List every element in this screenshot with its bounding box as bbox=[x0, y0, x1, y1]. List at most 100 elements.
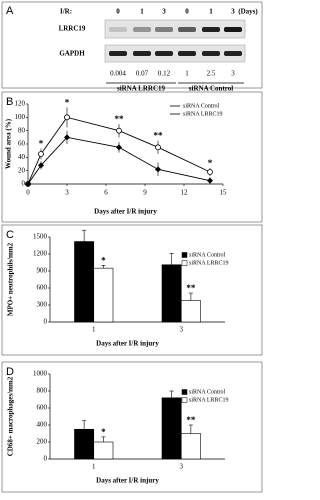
y-tick-label: 80 bbox=[18, 126, 26, 134]
y-tick-label: 0 bbox=[44, 318, 48, 326]
point bbox=[207, 169, 213, 175]
ratio: 0.12 bbox=[158, 70, 171, 78]
lane-label: 3 bbox=[231, 8, 235, 16]
x-tick-label: 1 bbox=[92, 326, 96, 334]
legend-label: siRNA LRRC19 bbox=[189, 397, 229, 403]
lane-label: 1 bbox=[140, 8, 144, 16]
x-tick-label: 3 bbox=[180, 326, 184, 334]
ratio: 0.07 bbox=[136, 70, 149, 78]
x-tick-label: 9 bbox=[143, 189, 147, 197]
y-tick-label: 0 bbox=[22, 180, 26, 188]
lane-label: 0 bbox=[116, 8, 120, 16]
x-axis-label: Days after I/R injury bbox=[94, 208, 157, 216]
blot-strip bbox=[104, 44, 246, 63]
annotation: * bbox=[101, 427, 106, 437]
line bbox=[27, 136, 211, 185]
bar bbox=[180, 300, 201, 323]
bar bbox=[74, 241, 95, 323]
bar bbox=[74, 428, 95, 460]
y-tick-label: 100 bbox=[15, 113, 26, 121]
panel-label: C bbox=[6, 229, 14, 241]
panel-frame bbox=[1, 224, 263, 356]
bar bbox=[161, 397, 182, 460]
point bbox=[64, 114, 70, 121]
y-tick-label: 1200 bbox=[33, 250, 48, 258]
ratio: 2.5 bbox=[207, 70, 216, 78]
unit: (Days) bbox=[238, 8, 258, 16]
point bbox=[116, 127, 122, 134]
y-tick-label: 60 bbox=[18, 140, 26, 148]
legend-swatch bbox=[181, 389, 188, 395]
panel-label: A bbox=[6, 5, 14, 17]
x-tick-label: 1 bbox=[92, 463, 96, 471]
y-tick-label: 120 bbox=[15, 100, 26, 108]
point bbox=[38, 151, 44, 157]
blot-strip bbox=[104, 19, 246, 39]
x-tick-label: 12 bbox=[181, 189, 189, 197]
panel-frame bbox=[1, 361, 263, 493]
band bbox=[155, 27, 173, 32]
annotation: ** bbox=[186, 283, 196, 293]
legend-swatch bbox=[181, 397, 188, 403]
line bbox=[27, 116, 211, 185]
x-axis-label: Days after I/R injury bbox=[96, 340, 159, 348]
band bbox=[133, 27, 151, 32]
y-tick-label: 200 bbox=[37, 438, 48, 446]
band bbox=[224, 51, 242, 56]
lane-label: 0 bbox=[185, 8, 189, 16]
y-tick-label: 40 bbox=[18, 153, 26, 161]
figure: A I/R: (Days) LRRC19 GAPDH siRNA LRRC19 … bbox=[1, 1, 263, 493]
band bbox=[155, 51, 173, 56]
legend-label: siRNA Control bbox=[189, 252, 226, 258]
point bbox=[38, 162, 44, 169]
band bbox=[109, 27, 127, 32]
bar bbox=[93, 441, 114, 460]
row-label: LRRC19 bbox=[59, 25, 86, 33]
x-tick-label: 0 bbox=[26, 189, 30, 197]
legend-label: siRNA LRRC19 bbox=[183, 111, 223, 117]
point bbox=[64, 134, 70, 141]
band bbox=[133, 51, 151, 56]
annotation: ** bbox=[186, 415, 196, 425]
y-axis-label: CD68+ macrophages/mm2 bbox=[7, 376, 15, 456]
band bbox=[178, 51, 196, 56]
y-tick-label: 300 bbox=[37, 301, 48, 309]
legend-label: siRNA LRRC19 bbox=[189, 260, 229, 266]
annotation: ** bbox=[154, 131, 164, 141]
x-axis-label: Days after I/R injury bbox=[96, 477, 159, 485]
legend-swatch bbox=[181, 260, 188, 266]
bar bbox=[180, 433, 201, 460]
point bbox=[207, 177, 213, 184]
legend-label: siRNA Control bbox=[183, 103, 220, 109]
x-tick-label: 15 bbox=[220, 189, 228, 197]
ratio: 3 bbox=[231, 70, 235, 78]
y-tick-label: 900 bbox=[37, 267, 48, 275]
y-axis-label: Wound area (%) bbox=[5, 118, 13, 169]
y-tick-label: 600 bbox=[37, 404, 48, 412]
panel-label: B bbox=[6, 96, 13, 108]
y-tick-label: 1000 bbox=[33, 370, 48, 378]
bar bbox=[93, 267, 114, 323]
band bbox=[202, 27, 220, 32]
bar bbox=[161, 264, 182, 323]
y-axis-label: MPO+ neutrophils/mm2 bbox=[7, 242, 15, 316]
panel-frame bbox=[1, 1, 263, 89]
y-tick-label: 20 bbox=[18, 166, 26, 174]
x-tick-label: 3 bbox=[65, 189, 69, 197]
point bbox=[25, 181, 31, 187]
legend-label: siRNA Control bbox=[189, 389, 226, 395]
row-label: GAPDH bbox=[59, 50, 85, 58]
y-tick-label: 400 bbox=[37, 421, 48, 429]
point bbox=[116, 144, 122, 151]
x-tick-label: 3 bbox=[180, 463, 184, 471]
lane-label: 1 bbox=[209, 8, 213, 16]
x-tick-label: 6 bbox=[104, 189, 108, 197]
axis-label: I/R: bbox=[60, 8, 72, 16]
annotation: * bbox=[39, 139, 44, 149]
group-label: siRNA Control bbox=[189, 85, 233, 93]
annotation: * bbox=[65, 97, 70, 107]
point bbox=[155, 144, 161, 151]
ratio: 1 bbox=[185, 70, 189, 78]
ratio: 0.004 bbox=[110, 70, 126, 78]
